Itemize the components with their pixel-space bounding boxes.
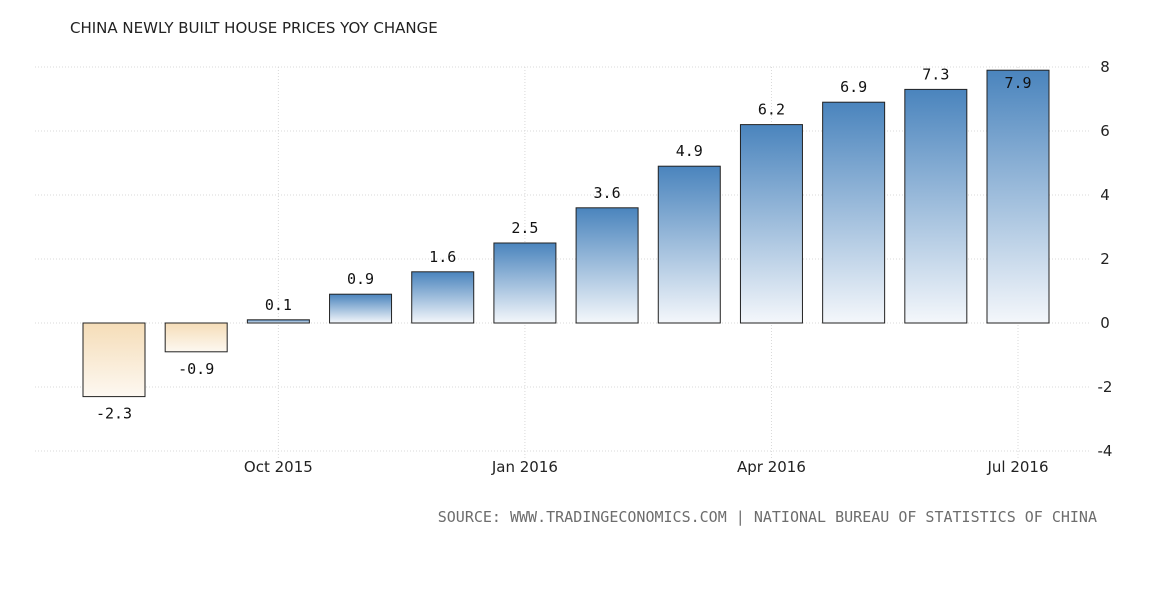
data-label: 7.3 [922, 65, 949, 83]
data-label: -2.3 [96, 405, 132, 423]
x-tick-label: Oct 2015 [244, 458, 313, 476]
data-label: 1.6 [429, 248, 456, 266]
bar [82, 322, 146, 398]
bars [82, 69, 1050, 398]
bar [986, 69, 1050, 324]
bar [739, 124, 803, 324]
bar [822, 101, 886, 324]
data-label: 6.9 [840, 78, 867, 96]
x-axis: Oct 2015 Jan 2016 Apr 2016 Jul 2016 [244, 458, 1049, 476]
data-labels: -2.3 -0.9 0.1 0.9 1.6 2.5 3.6 4.9 6.2 6.9 7.3 7.9 [96, 65, 1032, 422]
bar [411, 271, 475, 324]
bar [904, 88, 968, 324]
data-label: 0.1 [265, 296, 292, 314]
data-label: 4.9 [676, 142, 703, 160]
y-tick-label: -4 [1098, 442, 1113, 460]
y-axis: 8 6 4 2 0 -2 -4 [1098, 58, 1113, 460]
bar [575, 207, 639, 324]
source-note: SOURCE: WWW.TRADINGECONOMICS.COM | NATIO… [438, 508, 1097, 526]
data-label: 0.9 [347, 270, 374, 288]
data-label: -0.9 [178, 360, 214, 378]
data-label: 6.2 [758, 101, 785, 119]
bar [329, 293, 393, 324]
y-tick-label: 0 [1100, 314, 1110, 332]
bar [164, 322, 228, 353]
y-tick-label: -2 [1098, 378, 1113, 396]
y-tick-label: 6 [1100, 122, 1110, 140]
y-tick-label: 8 [1100, 58, 1110, 76]
bar [657, 165, 721, 324]
x-tick-label: Jan 2016 [491, 458, 558, 476]
data-label: 2.5 [511, 219, 538, 237]
chart-title: CHINA NEWLY BUILT HOUSE PRICES YOY CHANG… [70, 19, 438, 37]
x-tick-label: Jul 2016 [986, 458, 1048, 476]
y-tick-label: 2 [1100, 250, 1110, 268]
data-label: 7.9 [1004, 74, 1031, 92]
data-label: 3.6 [594, 184, 621, 202]
bar [493, 242, 557, 324]
x-tick-label: Apr 2016 [737, 458, 806, 476]
y-tick-label: 4 [1100, 186, 1110, 204]
bar [246, 319, 310, 324]
